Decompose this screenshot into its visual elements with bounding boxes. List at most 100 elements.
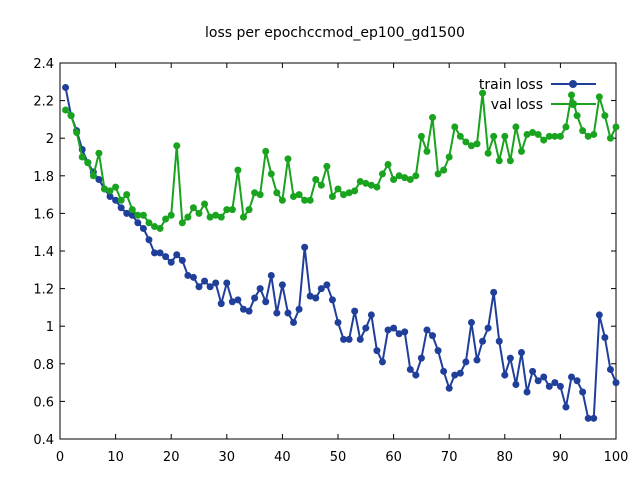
series-0-point-32	[234, 296, 242, 304]
chart-title: loss per epochccmod_ep100_gd1500	[205, 25, 465, 41]
series-0-point-98	[601, 333, 609, 341]
series-1-point-19	[162, 215, 170, 223]
series-0-point-94	[579, 388, 587, 396]
series-1-point-90	[556, 132, 564, 140]
series-1-point-92	[568, 91, 576, 99]
series-1-point-82	[512, 123, 520, 131]
series-0-point-81	[506, 354, 514, 362]
x-tick-label: 100	[604, 450, 629, 465]
series-1-point-89	[551, 132, 559, 140]
series-1-point-56	[367, 181, 375, 189]
series-1-point-23	[184, 213, 192, 221]
series-0-point-43	[295, 305, 303, 313]
legend-marker-val-loss	[569, 100, 577, 108]
series-1-point-99	[606, 134, 614, 142]
series-0-point-87	[540, 373, 548, 381]
series-1-point-62	[401, 174, 409, 182]
series-0-point-78	[490, 288, 498, 296]
series-1-point-40	[278, 196, 286, 204]
series-1-point-71	[451, 123, 459, 131]
series-0-point-47	[317, 285, 325, 293]
series-1-point-7	[95, 149, 103, 157]
series-1-point-17	[151, 223, 159, 231]
series-0-point-24	[189, 273, 197, 281]
series-1-point-22	[178, 219, 186, 227]
x-tick-label: 80	[497, 450, 514, 465]
y-axis: 0.4 0.6 0.8 1 1.2 1.4 1.6 1.8 2 2.2 2.4	[33, 57, 616, 448]
series-0-point-33	[239, 305, 247, 313]
series-0-point-20	[167, 258, 175, 266]
legend-entry-val-loss: val loss	[491, 97, 596, 113]
series-1-point-13	[128, 206, 136, 214]
series-1-point-88	[545, 132, 553, 140]
series-1-point-30	[223, 206, 231, 214]
series-1-point-42	[290, 192, 298, 200]
series-0-point-56	[367, 311, 375, 319]
series-0-point-62	[401, 328, 409, 336]
x-tick-label: 40	[274, 450, 291, 465]
series-0-point-99	[606, 365, 614, 373]
series-0-point-11	[117, 204, 125, 212]
series-1-point-72	[456, 132, 464, 140]
series-0-point-34	[245, 307, 253, 315]
series-0-point-36	[256, 285, 264, 293]
series-0-point-53	[351, 307, 359, 315]
series-1-point-37	[262, 147, 270, 155]
series-0-point-52	[345, 335, 353, 343]
series-0-point-35	[251, 294, 259, 302]
series-1-point-35	[251, 189, 259, 197]
series-1-point-28	[212, 211, 220, 219]
series-0-point-89	[551, 379, 559, 387]
series-0-point-72	[456, 369, 464, 377]
y-tick-label: 2	[46, 132, 54, 147]
series-0-point-95	[584, 414, 592, 422]
series-0-point-21	[173, 251, 181, 259]
series-0-point-84	[523, 388, 531, 396]
series-1-point-14	[134, 211, 142, 219]
series-0-point-77	[484, 324, 492, 332]
series-0-point-37	[262, 298, 270, 306]
series-1-point-55	[362, 179, 370, 187]
series-0-point-83	[517, 349, 525, 357]
legend-entry-train-loss: train loss	[479, 77, 596, 93]
series-0-point-67	[429, 332, 437, 340]
series-1-point-36	[256, 191, 264, 199]
series-0-point-41	[284, 309, 292, 317]
series-1-point-95	[584, 132, 592, 140]
series-1-point-18	[156, 224, 164, 232]
series-0-point-92	[568, 373, 576, 381]
y-tick-label: 0.4	[33, 433, 54, 448]
series-1-point-15	[139, 211, 147, 219]
series-1-point-20	[167, 211, 175, 219]
series-0-point-88	[545, 382, 553, 390]
series-1-point-65	[417, 132, 425, 140]
series-1-point-4	[78, 153, 86, 161]
series-1-point-83	[517, 147, 525, 155]
series-1-point-44	[301, 196, 309, 204]
series-1-point-67	[429, 114, 437, 122]
series-1-point-41	[284, 155, 292, 163]
series-1-point-64	[412, 172, 420, 180]
series-1-point-26	[201, 200, 209, 208]
series-1-point-69	[440, 166, 448, 174]
series-0-point-10	[112, 196, 120, 204]
legend-marker-train-loss	[569, 80, 577, 88]
x-tick-label: 10	[107, 450, 124, 465]
series-1-point-76	[479, 89, 487, 97]
series-1-point-80	[501, 132, 509, 140]
y-tick-label: 2.2	[33, 95, 54, 110]
series-0-point-54	[356, 335, 364, 343]
series-1-point-33	[239, 213, 247, 221]
series-layer	[62, 83, 620, 422]
series-0-point-9	[106, 192, 114, 200]
series-1-point-81	[506, 157, 514, 165]
series-1-point-2	[67, 112, 75, 120]
series-1-point-32	[234, 166, 242, 174]
y-tick-label: 1	[46, 320, 54, 335]
series-1-point-8	[100, 185, 108, 193]
series-0-point-60	[390, 324, 398, 332]
series-0-point-86	[534, 377, 542, 385]
series-0-point-12	[123, 209, 131, 217]
y-tick-label: 0.6	[33, 395, 54, 410]
series-1-point-29	[217, 213, 225, 221]
